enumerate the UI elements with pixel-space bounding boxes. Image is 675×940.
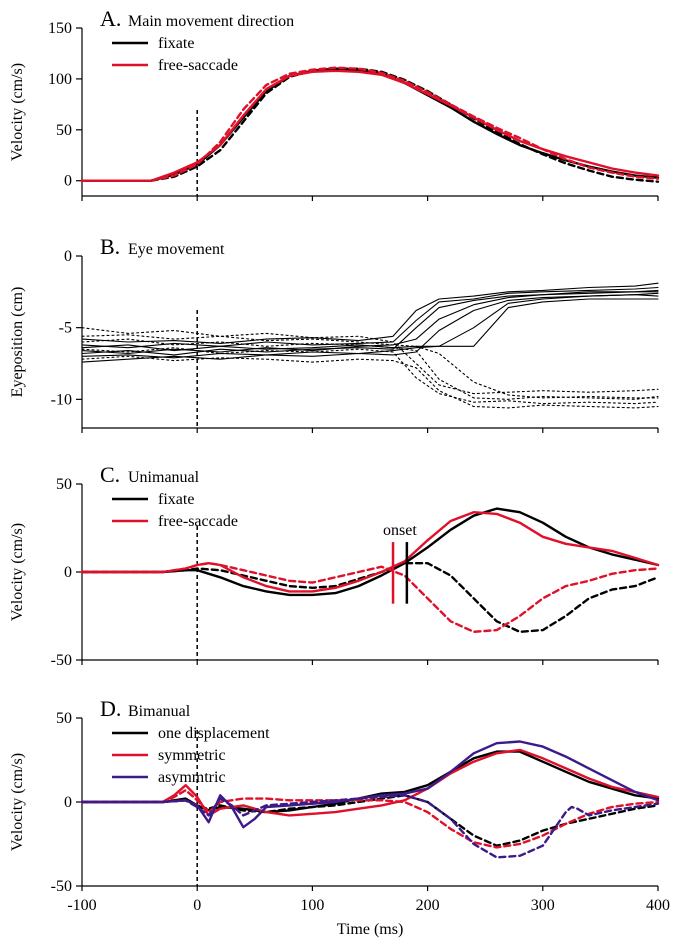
legend-label: fixate (158, 35, 194, 52)
onset-label: onset (383, 522, 417, 539)
series-line-free-saccade-solid (80, 511, 660, 593)
panel-letter: B. (100, 234, 120, 259)
legend-label: one displacement (158, 725, 270, 742)
series-line-free-saccade-dashed (80, 66, 660, 182)
x-tick-label: 0 (193, 897, 201, 914)
series-line-fixate-solid (81, 294, 659, 363)
legend-label: symmetric (158, 747, 226, 764)
y-tick-label: 50 (56, 476, 72, 493)
panel-b: 0 -5 -10 Eyeposition (cm) B. Eye movement (9, 234, 659, 433)
y-tick-label: 0 (64, 564, 72, 581)
y-tick-label: -50 (51, 878, 72, 895)
x-axis-label: Time (ms) (337, 921, 404, 938)
series-line-free-saccade-dotted (81, 338, 659, 400)
series-line-free-saccade-dotted (81, 327, 659, 395)
y-tick-label: 0 (64, 173, 72, 190)
panel-d: 50 0 -50 Velocity (cm/s) D. Bimanual one displ… (9, 696, 660, 895)
y-axis-label: Velocity (cm/s) (9, 63, 26, 161)
panel-letter: D. (100, 696, 121, 721)
legend-label: fixate (158, 491, 194, 508)
x-axis-labels: -100 0 100 200 300 400 Time (ms) (67, 897, 670, 938)
y-tick-label: -5 (59, 320, 72, 337)
x-tick-label: 200 (416, 897, 440, 914)
panel-letter: C. (100, 462, 120, 487)
y-axis-label: Velocity (cm/s) (9, 753, 26, 851)
panel-title: Unimanual (128, 469, 200, 486)
series-line-fixate-solid (80, 67, 660, 182)
series-line-fixate-solid (81, 292, 659, 359)
series-line-fixate-dashed (80, 562, 660, 633)
x-tick-label: -100 (67, 897, 96, 914)
series-line-fixate-dashed (80, 67, 660, 183)
y-tick-label: 0 (64, 794, 72, 811)
series-line-asymmtric-dashed (80, 794, 660, 859)
series-line-free-saccade-solid (80, 69, 660, 182)
y-tick-label: 150 (48, 20, 72, 37)
y-tick-label: 0 (64, 248, 72, 265)
y-tick-label: 100 (48, 71, 72, 88)
series-line-fixate-solid (81, 298, 659, 352)
y-tick-label: 50 (56, 122, 72, 139)
y-tick-label: -50 (51, 652, 72, 669)
x-tick-label: 300 (531, 897, 555, 914)
y-tick-label: 50 (56, 710, 72, 727)
x-tick-label: 400 (646, 897, 670, 914)
series-line-fixate-solid (81, 286, 659, 349)
series-line-symmetric-dashed (80, 789, 660, 849)
y-tick-label: -10 (51, 391, 72, 408)
series-line-one-displacement-solid (80, 750, 660, 814)
series-line-free-saccade-dotted (81, 355, 659, 409)
x-tick-label: 100 (300, 897, 324, 914)
panel-title: Bimanual (128, 703, 191, 720)
series-line-fixate-solid (81, 291, 659, 356)
series-line-symmetric-solid (80, 748, 660, 817)
panel-c: 50 0 -50 Velocity (cm/s) C. Unimanual onset fix… (9, 462, 660, 669)
y-axis-label: Eyeposition (cm) (9, 287, 26, 398)
series-line-fixate-solid (81, 282, 659, 344)
legend-label: asymmtric (158, 769, 226, 786)
panel-a: 0 50 100 150 Velocity (cm/s) A. Main movement … (9, 6, 660, 201)
panel-title: Eye movement (128, 241, 225, 258)
series-line-free-saccade-dashed (80, 562, 660, 633)
legend-label: free-saccade (158, 57, 238, 74)
y-axis-label: Velocity (cm/s) (9, 523, 26, 621)
series-line-free-saccade-dotted (81, 334, 659, 399)
series-line-asymmtric-solid (80, 740, 660, 829)
legend-label: free-saccade (158, 513, 238, 530)
panel-letter: A. (100, 6, 121, 31)
series-line-free-saccade-dotted (81, 347, 659, 405)
panel-title: Main movement direction (128, 13, 294, 30)
